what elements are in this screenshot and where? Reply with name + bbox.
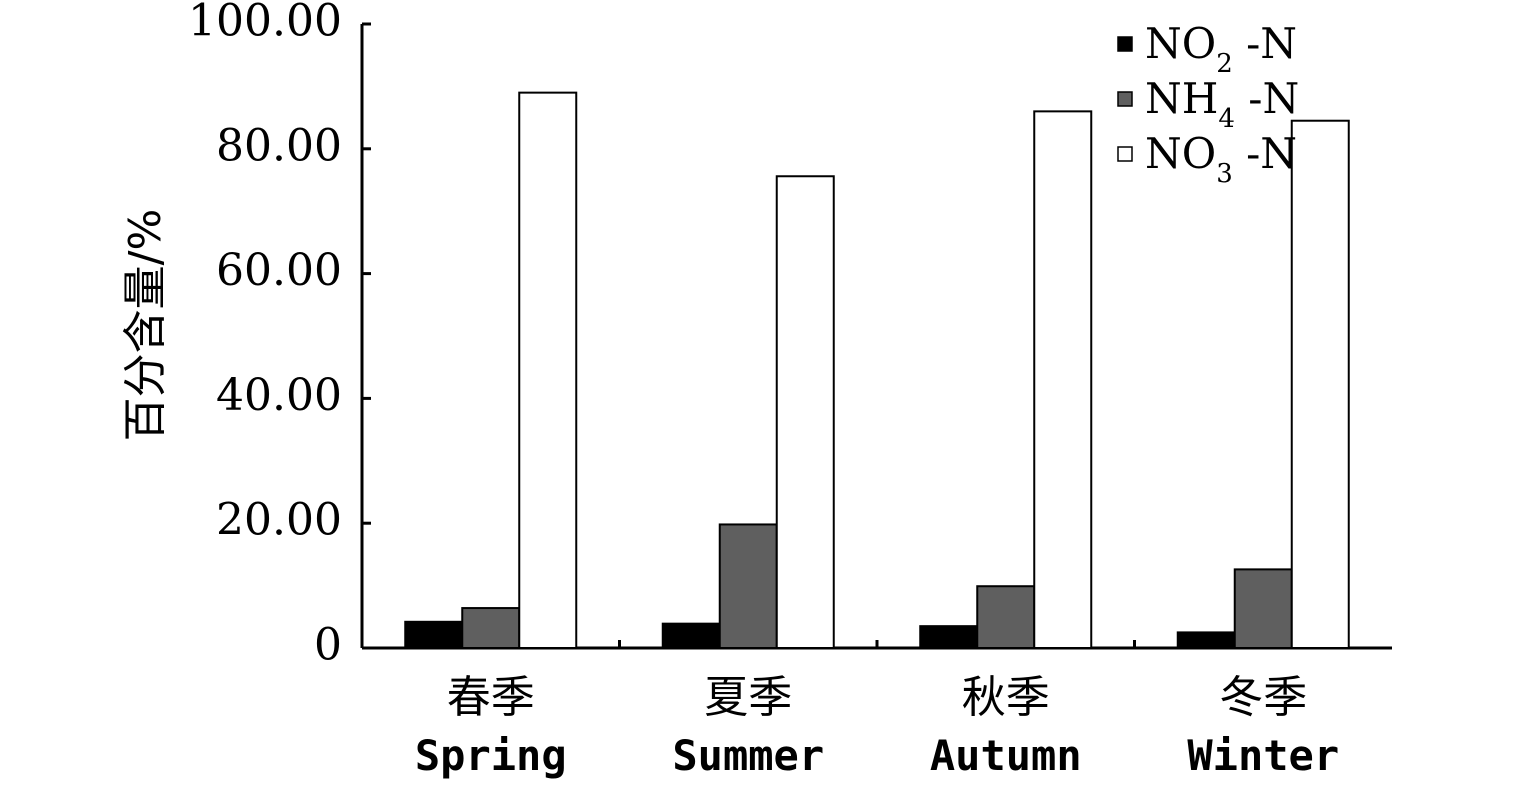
legend-swatch <box>1117 91 1133 107</box>
y-axis-label: 百分含量/% <box>120 209 171 442</box>
bar <box>919 625 979 649</box>
y-tick-label: 100.00 <box>188 0 342 47</box>
x-tick-label-en: Autumn <box>930 731 1082 780</box>
legend-label: NO2 -N <box>1145 19 1297 79</box>
y-tick-label: 80.00 <box>216 120 342 171</box>
legend-swatch <box>1117 36 1133 52</box>
x-tick-label-en: Winter <box>1187 731 1339 780</box>
x-tick-label-zh: 冬季 <box>1219 672 1307 723</box>
bar <box>1233 568 1293 649</box>
legend-swatch <box>1117 146 1133 162</box>
bar <box>1033 110 1093 650</box>
x-tick-label-zh: 秋季 <box>962 672 1050 723</box>
bar <box>718 523 778 649</box>
x-tick-label-zh: 春季 <box>447 672 535 723</box>
bar <box>775 175 835 649</box>
bar <box>976 585 1036 649</box>
bar <box>1290 119 1350 650</box>
y-tick-label: 20.00 <box>216 495 342 546</box>
bar <box>1176 631 1236 650</box>
y-axis: 0 20.00 40.00 60.00 80.00 100.00 <box>188 0 371 671</box>
legend-label: NO3 -N <box>1145 129 1297 189</box>
x-tick-label-en: Spring <box>415 731 567 780</box>
bars <box>404 91 1350 650</box>
bar <box>404 620 464 649</box>
legend-label: NH4 -N <box>1145 74 1299 134</box>
x-tick-label-en: Summer <box>672 731 824 780</box>
bar <box>661 622 721 650</box>
y-tick-label: 40.00 <box>216 370 342 421</box>
x-axis: 春季 Spring 夏季 Summer 秋季 Autumn 冬季 Winter <box>362 640 1392 780</box>
y-tick-label: 60.00 <box>216 245 342 296</box>
bar <box>461 607 521 650</box>
x-tick-label-zh: 夏季 <box>704 672 792 723</box>
y-tick-label: 0 <box>314 620 342 671</box>
bar <box>518 91 578 649</box>
